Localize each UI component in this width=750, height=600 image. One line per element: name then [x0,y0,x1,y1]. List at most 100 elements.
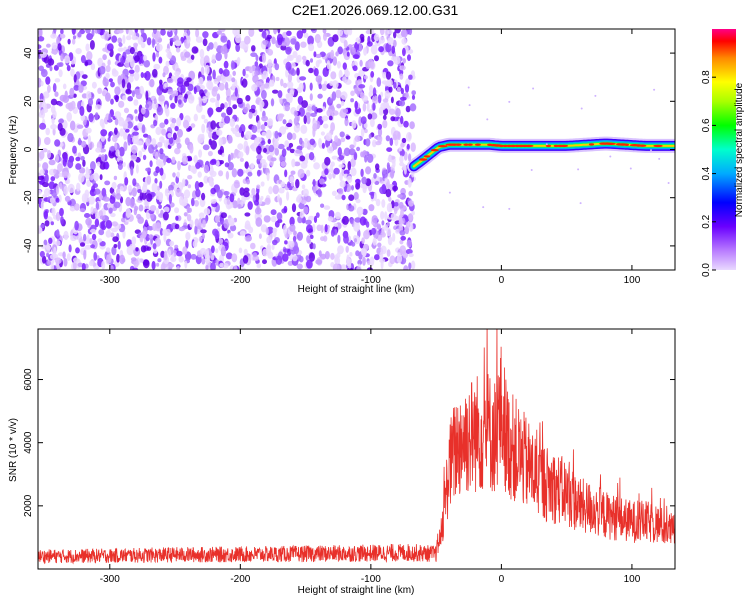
noise-blob [119,185,124,192]
noise-blob [285,46,292,55]
noise-blob [231,168,238,178]
noise-blob [383,108,389,116]
noise-blob [182,119,189,129]
noise-blob [213,41,218,49]
noise-blob [217,149,223,155]
spectrogram-y-axis-label: Frequency (Hz) [8,116,19,185]
colorbar-tick-label: 0.2 [701,214,712,228]
noise-blob [152,68,158,78]
noise-blob [318,138,322,148]
noise-blob [281,148,287,158]
noise-blob [314,33,321,44]
noise-blob [40,69,48,78]
noise-blob [62,95,70,103]
noise-blob [386,147,393,153]
noise-blob [300,124,308,134]
noise-blob [315,60,320,68]
snr-series-line [38,329,675,565]
noise-blob [68,244,72,253]
noise-blob [123,107,130,114]
noise-blob [124,177,129,186]
noise-blob [103,31,110,41]
noise-blob [284,169,288,178]
noise-blob [298,82,304,91]
noise-blob [112,236,119,243]
noise-blob [400,142,405,148]
noise-blob [185,231,191,241]
noise-blob [405,105,411,113]
noise-blob [312,184,317,194]
noise-blob [189,219,194,228]
noise-blob [270,98,275,107]
noise-blob [247,201,253,210]
noise-blob [38,36,45,42]
noise-blob [262,39,269,45]
noise-blob [309,234,314,239]
noise-blob [72,38,76,45]
noise-blob [340,137,346,143]
noise-blob [356,266,361,270]
noise-blob [201,233,205,240]
noise-blob [279,126,287,135]
noise-blob [221,152,225,158]
noise-blob [260,181,265,187]
noise-blob [284,240,288,245]
noise-blob [107,59,111,66]
noise-blob [410,142,416,152]
noise-blob [288,54,293,60]
noise-blob [394,29,401,34]
noise-blob [315,259,323,265]
noise-blob [284,140,290,148]
noise-blob [267,49,274,56]
noise-blob [149,160,153,168]
snr-y-tick-label: 4000 [23,431,34,454]
noise-blob [201,258,206,265]
noise-blob [155,159,163,167]
noise-blob [78,137,82,146]
noise-blob [231,83,235,91]
noise-blob [138,204,144,212]
noise-blob [156,262,160,267]
noise-blob [135,164,139,174]
noise-blob [122,95,127,101]
ridge-peak-spot [498,144,505,148]
noise-blob [120,57,124,65]
noise-blob [390,116,396,122]
noise-blob [126,35,132,41]
noise-blob [322,29,327,34]
noise-blob [411,210,415,216]
noise-blob [218,68,223,75]
noise-blob [155,126,162,136]
noise-blob [174,40,182,46]
noise-blob [110,227,118,233]
faint-dot [650,149,652,152]
noise-blob [368,133,372,139]
noise-blob [100,129,108,137]
noise-blob [354,238,357,243]
noise-blob [114,111,122,119]
noise-blob [248,111,253,119]
noise-blob [264,197,271,205]
noise-blob [140,72,144,78]
noise-blob [309,138,316,145]
noise-blob [55,240,61,247]
noise-blob [180,84,186,94]
ridge-peak-spot [430,149,439,152]
noise-blob [303,115,307,125]
noise-blob [190,253,197,260]
noise-blob [41,255,47,264]
noise-blob [176,142,182,149]
ridge-peak-spot [545,144,552,148]
noise-blob [187,83,194,92]
noise-blob [398,201,404,209]
noise-blob [324,224,328,233]
noise-blob [57,43,62,51]
noise-blob [108,131,112,139]
noise-blob [366,153,374,163]
faint-dot [609,155,612,158]
noise-blob [397,194,403,199]
noise-blob [241,78,248,88]
noise-blob [216,129,223,136]
noise-blob [245,95,251,102]
noise-blob [244,73,249,78]
